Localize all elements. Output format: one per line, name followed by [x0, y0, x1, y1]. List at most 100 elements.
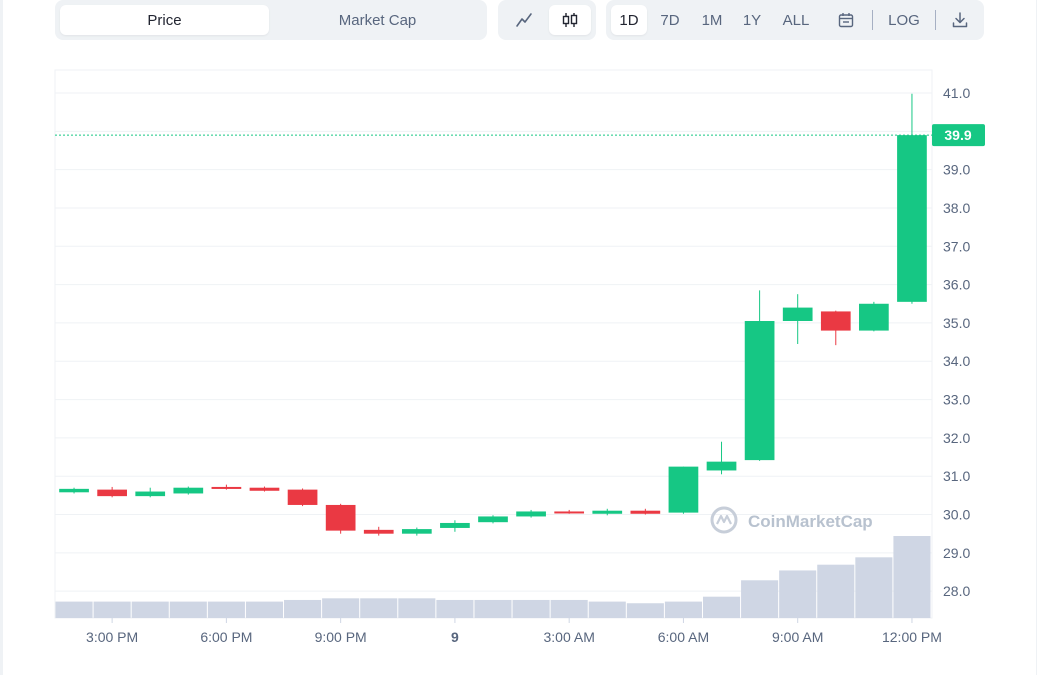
- candle-body: [325, 504, 356, 531]
- volume-bar: [588, 601, 626, 618]
- candle-body: [592, 510, 623, 514]
- candle-body: [59, 488, 89, 493]
- y-axis-tick-label: 29.0: [943, 545, 970, 561]
- volume-bar: [512, 599, 550, 618]
- candle-body: [859, 303, 889, 331]
- axes: 28.0 29.0 30.0 31.0 32.0 33.0 34.0 35.0 36.0 37.0…: [86, 85, 970, 645]
- volume-bar: [55, 601, 93, 618]
- volume-bar: [360, 598, 398, 618]
- range-1y-button[interactable]: 1Y: [742, 11, 762, 29]
- y-axis-tick-label: 34.0: [943, 353, 970, 369]
- coinmarketcap-logo-mark: [716, 514, 732, 525]
- coinmarketcap-logo-icon: [710, 506, 738, 534]
- x-axis-tick-label: 3:00 PM: [86, 629, 138, 645]
- candle-body: [706, 461, 737, 471]
- tab-market-cap[interactable]: Market Cap: [338, 11, 417, 29]
- watermark-text: CoinMarketCap: [748, 512, 873, 531]
- candlesticks: [59, 93, 927, 536]
- candle-body: [897, 135, 927, 302]
- y-axis-tick-label: 38.0: [943, 200, 970, 216]
- volume-bar: [702, 596, 741, 618]
- calendar-button[interactable]: [828, 5, 864, 35]
- grid-lines: [54, 69, 933, 619]
- candle-body: [363, 529, 394, 534]
- volume-bar: [245, 601, 284, 618]
- volume-bar: [817, 564, 855, 618]
- chart-type-switch: [498, 0, 596, 40]
- toolbar-divider: [935, 10, 936, 30]
- candlestick-icon: [562, 13, 578, 27]
- candle-body: [516, 511, 546, 517]
- candle-body: [287, 489, 318, 505]
- candle-body: [440, 522, 470, 528]
- current-price-label: 39.9: [944, 127, 971, 143]
- range-switch: 1D 7D 1M 1Y ALL LOG: [606, 0, 984, 40]
- candle-body: [97, 489, 127, 497]
- volume-bar: [893, 536, 931, 618]
- volume-bar: [664, 601, 702, 618]
- range-all-button[interactable]: ALL: [782, 11, 810, 29]
- left-frame-border: [0, 0, 3, 675]
- volume-bars: [55, 536, 931, 618]
- coinmarketcap-watermark: CoinMarketCap: [710, 506, 873, 534]
- range-7d-button[interactable]: 7D: [660, 11, 680, 29]
- calendar-icon: [838, 13, 854, 28]
- x-axis-tick-label: 12:00 PM: [882, 629, 942, 645]
- line-chart-icon: [516, 13, 532, 27]
- current-price-tag-background: [932, 124, 985, 147]
- x-axis-tick-label: 9: [451, 629, 459, 645]
- toolbar-divider: [872, 10, 873, 30]
- range-1d-button[interactable]: 1D: [611, 5, 647, 35]
- x-axis-tick-label: 9:00 AM: [772, 629, 823, 645]
- volume-bar: [474, 599, 512, 618]
- volume-bar: [93, 601, 131, 618]
- y-axis-tick-label: 35.0: [943, 315, 970, 331]
- y-axis-tick-label: 36.0: [943, 277, 970, 293]
- candle-body: [249, 487, 280, 491]
- y-axis-tick-label: 37.0: [943, 238, 970, 254]
- volume-bar: [436, 599, 474, 618]
- y-axis-tick-label: 28.0: [943, 583, 970, 599]
- download-button[interactable]: [942, 5, 978, 35]
- y-axis-tick-label: 31.0: [943, 468, 970, 484]
- x-axis-tick-label: 6:00 PM: [200, 629, 252, 645]
- candle-body: [401, 529, 432, 534]
- y-axis-tick-label: 32.0: [943, 430, 970, 446]
- candle-body: [744, 321, 775, 461]
- candle-body: [820, 311, 851, 331]
- volume-bar: [284, 599, 322, 618]
- candle-body: [554, 511, 585, 514]
- metric-switch: Price Market Cap: [55, 0, 487, 40]
- y-axis-tick-label: 39.0: [943, 162, 970, 178]
- candle-body: [782, 307, 813, 322]
- candle-body: [211, 486, 242, 489]
- x-axis-tick-label: 3:00 AM: [543, 629, 594, 645]
- volume-bar: [322, 598, 360, 618]
- volume-bar: [207, 601, 245, 618]
- candle-body: [135, 491, 166, 497]
- candle-body: [478, 516, 508, 523]
- volume-bar: [398, 598, 436, 618]
- volume-bar: [550, 599, 588, 618]
- volume-bar: [779, 570, 817, 618]
- y-axis-tick-label: 33.0: [943, 392, 970, 408]
- volume-bar: [131, 601, 169, 618]
- right-frame-border: [1036, 0, 1037, 675]
- line-chart-button[interactable]: [503, 5, 545, 35]
- candlestick-button[interactable]: [549, 5, 591, 35]
- y-axis-tick-label: 41.0: [943, 85, 970, 101]
- current-price-tag: 39.9: [932, 124, 985, 147]
- range-1m-button[interactable]: 1M: [701, 11, 723, 29]
- candle-body: [173, 487, 204, 494]
- log-scale-button[interactable]: LOG: [888, 11, 920, 29]
- volume-bar: [169, 601, 207, 618]
- volume-bar: [855, 557, 893, 618]
- candle-body: [668, 466, 699, 513]
- x-axis-tick-label: 9:00 PM: [315, 629, 367, 645]
- y-axis-tick-label: 30.0: [943, 507, 970, 523]
- volume-bar: [741, 580, 779, 618]
- candle-body: [630, 510, 661, 514]
- tab-price[interactable]: Price: [60, 5, 269, 35]
- x-axis-tick-label: 6:00 AM: [658, 629, 709, 645]
